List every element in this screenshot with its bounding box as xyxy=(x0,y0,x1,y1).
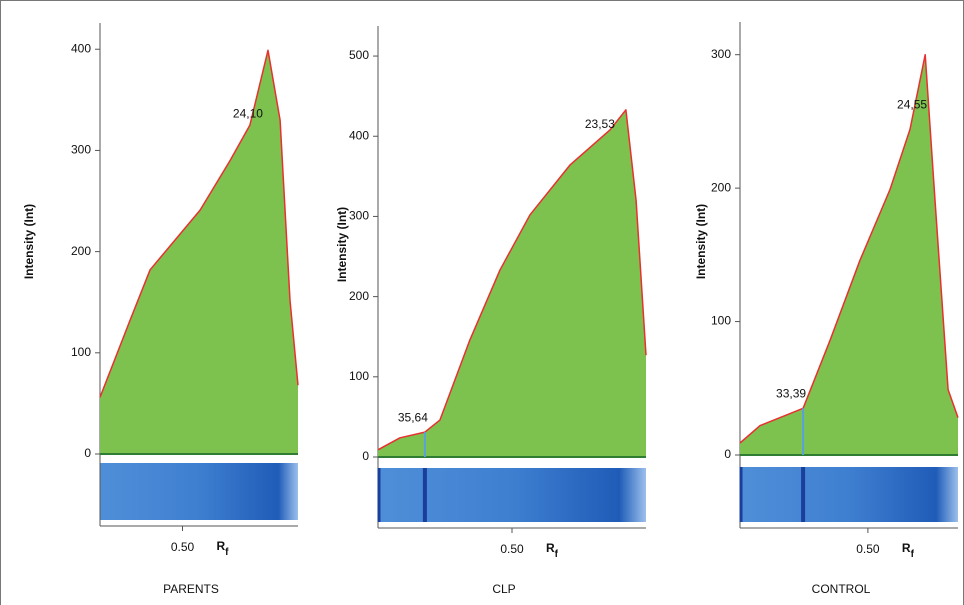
y-tick-label: 200 xyxy=(71,244,91,258)
gel-strip xyxy=(378,468,646,522)
x-axis-label: Rf xyxy=(902,541,915,559)
y-tick-label: 300 xyxy=(71,143,91,157)
peak-label: 24,10 xyxy=(233,107,263,121)
gel-strip xyxy=(100,463,298,520)
peak-label: 24,55 xyxy=(897,98,927,112)
panel-title: CONTROL xyxy=(812,582,871,596)
y-tick-label: 0 xyxy=(362,449,369,463)
y-tick-label: 0 xyxy=(84,446,91,460)
y-tick-label: 400 xyxy=(349,128,369,142)
panel-title: CLP xyxy=(492,582,515,596)
x-tick-label: 0.50 xyxy=(500,542,524,556)
x-axis-label-main: R xyxy=(902,541,911,555)
y-tick-label: 300 xyxy=(349,209,369,223)
area-fill xyxy=(100,50,298,454)
gel-strip xyxy=(740,467,958,522)
y-tick-label: 500 xyxy=(349,48,369,62)
y-tick-label: 200 xyxy=(349,289,369,303)
peak-label: 23,53 xyxy=(585,117,615,131)
area-fill xyxy=(378,110,646,457)
y-tick-label: 100 xyxy=(711,314,731,328)
y-tick-label: 300 xyxy=(711,47,731,61)
y-tick-label: 400 xyxy=(71,41,91,55)
peak-label: 33,39 xyxy=(776,386,806,400)
y-tick-label: 100 xyxy=(71,345,91,359)
y-axis-label: Intensity (Int) xyxy=(22,204,36,279)
x-axis-label: Rf xyxy=(546,541,559,559)
y-tick-label: 0 xyxy=(724,447,731,461)
x-axis-label-main: R xyxy=(217,539,226,553)
x-tick-label: 0.50 xyxy=(856,542,880,556)
y-tick-label: 200 xyxy=(711,180,731,194)
x-axis-label-sub: f xyxy=(911,549,915,560)
x-axis-label-main: R xyxy=(546,541,555,555)
y-axis-label: Intensity (Int) xyxy=(694,204,708,279)
y-tick-label: 100 xyxy=(349,369,369,383)
area-fill xyxy=(740,55,958,455)
page: 0 100 200 300 400 0.50 Rf Intensity (Int) 24,10 P… xyxy=(0,0,964,605)
panel-title: PARENTS xyxy=(163,582,219,596)
x-tick-label: 0.50 xyxy=(171,540,195,554)
chart: 0 100 200 300 400 0.50 Rf Intensity (Int) 24,10 P… xyxy=(0,0,964,605)
y-axis-label: Intensity (Int) xyxy=(335,207,349,282)
peak-label: 35,64 xyxy=(398,410,428,424)
x-axis-label-sub: f xyxy=(225,547,229,558)
x-axis-label: Rf xyxy=(217,539,230,557)
x-axis-label-sub: f xyxy=(555,549,559,560)
